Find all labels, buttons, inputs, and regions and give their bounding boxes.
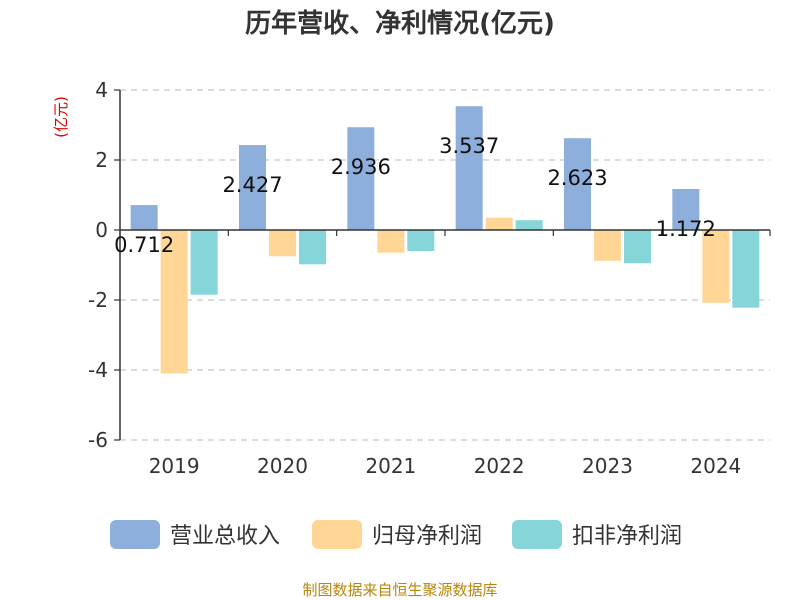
x-tick-label: 2022 bbox=[474, 454, 525, 478]
bar-2-2023 bbox=[594, 230, 621, 261]
x-tick-label: 2023 bbox=[582, 454, 633, 478]
bar-1-2020 bbox=[239, 145, 266, 230]
x-tick-label: 2021 bbox=[365, 454, 416, 478]
data-labels: 0.712 2.427 2.936 3.537 2.623 1.172 bbox=[114, 134, 716, 257]
x-tick-label: 2019 bbox=[149, 454, 200, 478]
chart-title: 历年营收、净利情况(亿元) bbox=[245, 8, 555, 39]
legend-label-1: 营业总收入 bbox=[170, 524, 280, 549]
data-label-2022: 3.537 bbox=[439, 134, 499, 158]
data-label-2024: 1.172 bbox=[656, 217, 716, 241]
bar-1-2021 bbox=[347, 127, 375, 230]
y-tick-label: -6 bbox=[88, 428, 108, 452]
data-label-2023: 2.623 bbox=[547, 166, 607, 190]
x-tick-label: 2024 bbox=[690, 454, 741, 478]
bars bbox=[130, 106, 760, 374]
bar-1-2023 bbox=[564, 138, 591, 230]
data-label-2020: 2.427 bbox=[222, 173, 282, 197]
bar-3-2024 bbox=[732, 230, 760, 308]
bar-3-2020 bbox=[299, 230, 326, 265]
bar-2-2022 bbox=[485, 217, 513, 230]
source-note: 制图数据来自恒生聚源数据库 bbox=[302, 581, 497, 599]
y-tick-label: -4 bbox=[88, 358, 108, 382]
bar-2-2020 bbox=[269, 230, 296, 257]
bar-1-2022 bbox=[455, 106, 483, 230]
y-tick-label: -2 bbox=[88, 288, 108, 312]
legend-label-3: 扣非净利润 bbox=[572, 524, 682, 549]
legend-swatch-1 bbox=[110, 520, 160, 549]
legend: 营业总收入 归母净利润 扣非净利润 bbox=[110, 520, 682, 549]
bar-2-2019 bbox=[160, 230, 188, 374]
bar-1-2019 bbox=[130, 205, 158, 230]
x-tick-label: 2020 bbox=[257, 454, 308, 478]
y-tick-label: 2 bbox=[95, 148, 108, 172]
data-label-2021: 2.936 bbox=[331, 155, 391, 179]
bar-2-2024 bbox=[702, 230, 730, 303]
bar-1-2024 bbox=[672, 188, 700, 230]
y-tick-label: 4 bbox=[95, 78, 108, 102]
bar-3-2022 bbox=[515, 220, 543, 230]
y-tick-label: 0 bbox=[95, 218, 108, 242]
legend-swatch-2 bbox=[312, 520, 362, 549]
axes: 4 2 0 -2 -4 -6 2019 2020 2021 2022 2023 2024 bbox=[88, 78, 771, 478]
legend-label-2: 归母净利润 bbox=[372, 524, 482, 549]
y-axis-unit: (亿元) bbox=[52, 96, 70, 138]
bar-3-2019 bbox=[190, 230, 218, 295]
grid-lines bbox=[120, 89, 770, 441]
legend-swatch-3 bbox=[512, 520, 562, 549]
bar-3-2023 bbox=[624, 230, 651, 264]
bar-3-2021 bbox=[407, 230, 435, 251]
bar-2-2021 bbox=[377, 230, 405, 253]
data-label-2019: 0.712 bbox=[114, 233, 174, 257]
